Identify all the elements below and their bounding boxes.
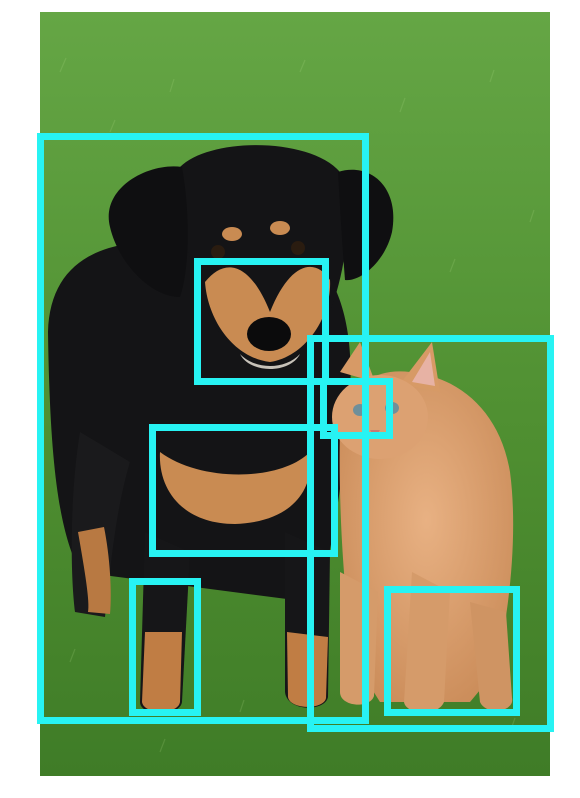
kitten (332, 342, 514, 713)
bounding-box-kitten-head (320, 378, 393, 439)
bounding-box-dog (37, 133, 369, 724)
bounding-box-dog-chest (149, 424, 338, 557)
bounding-box-dog-front-leg (129, 578, 201, 716)
bounding-box-dog-head (194, 258, 329, 385)
bounding-box-kitten-leg (384, 586, 520, 716)
dog (48, 145, 394, 714)
bounding-box-kitten (307, 335, 554, 732)
photo-illustration (40, 12, 550, 776)
